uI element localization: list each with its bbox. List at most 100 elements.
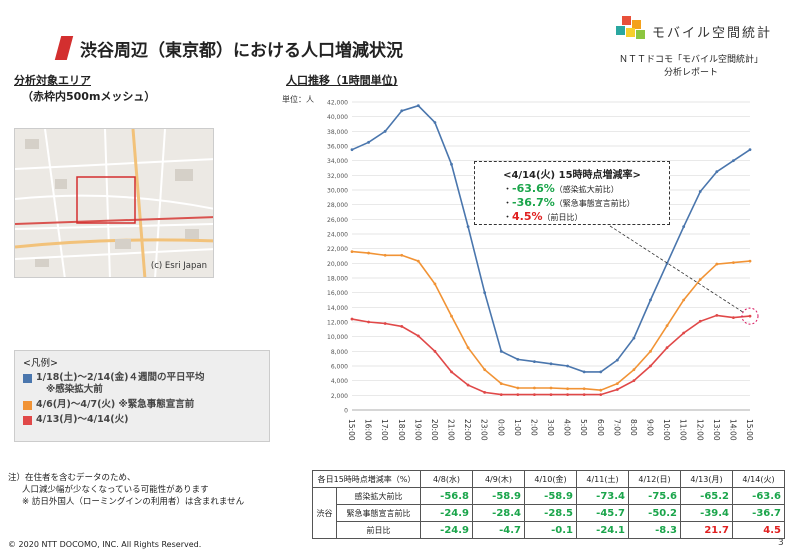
data-point: [549, 386, 553, 390]
table-cell: -24.1: [576, 521, 629, 539]
data-point: [533, 393, 536, 396]
data-point: [649, 364, 652, 368]
table-header-date: 4/11(土): [576, 470, 629, 488]
data-point: [433, 121, 437, 124]
data-point: [549, 393, 553, 396]
y-tick-label: 0: [344, 408, 348, 415]
x-tick-label: 17:00: [380, 419, 389, 441]
data-point: [433, 349, 437, 353]
table-cell: -56.8: [420, 487, 473, 505]
data-point: [748, 259, 752, 263]
data-point: [433, 282, 437, 286]
callout-leader-line: [609, 225, 744, 313]
table-header-date: 4/13(月): [680, 470, 733, 488]
table-cell: -28.4: [472, 504, 525, 522]
source-line-1: ＮＴＴドコモ「モバイル空間統計」: [618, 55, 763, 65]
data-point: [383, 129, 387, 133]
data-point: [566, 364, 569, 368]
data-point: [632, 336, 636, 340]
x-tick-label: 3:00: [546, 419, 555, 436]
data-point: [466, 383, 470, 387]
data-point: [367, 320, 370, 324]
table-cell: -24.9: [420, 504, 473, 522]
data-point: [450, 370, 453, 374]
logo-text: モバイル空間統計: [652, 26, 773, 41]
chart-title: 人口推移（1時間単位): [286, 74, 398, 87]
callout-line: ・4.5%（前日比）: [503, 210, 583, 223]
x-tick-label: 21:00: [447, 419, 456, 441]
y-tick-label: 32,000: [327, 173, 348, 180]
table-cell: 21.7: [680, 521, 733, 539]
callout-value: -63.6%: [512, 182, 555, 195]
area-subtitle: （赤枠内500mメッシュ）: [22, 90, 156, 103]
data-point: [383, 253, 387, 257]
data-point: [466, 225, 470, 229]
data-point: [582, 393, 586, 396]
data-point: [383, 322, 387, 325]
logo-cubes-icon: [616, 16, 645, 39]
table-cell: -58.9: [472, 487, 525, 505]
x-tick-label: 14:00: [728, 419, 737, 441]
x-tick-label: 2:00: [529, 419, 538, 436]
callout-label: （緊急事態宣言前比）: [554, 199, 635, 208]
data-point: [499, 349, 503, 353]
y-tick-label: 14,000: [327, 305, 348, 312]
x-tick-label: 22:00: [463, 419, 472, 441]
table-cell: -73.4: [576, 487, 629, 505]
data-point: [367, 140, 370, 144]
y-tick-label: 10,000: [327, 334, 348, 341]
table-cell: -24.9: [420, 521, 473, 539]
callout-label: （前日比）: [542, 213, 583, 222]
x-tick-label: 5:00: [579, 419, 588, 436]
table-row: 渋谷 感染拡大前比 -56.8 -58.9 -58.9 -73.4 -75.6 …: [312, 487, 785, 539]
x-tick-label: 8:00: [629, 419, 638, 436]
map-graphic: [15, 129, 213, 277]
y-tick-label: 30,000: [327, 188, 348, 195]
data-point: [483, 368, 487, 372]
data-point: [599, 393, 603, 396]
copyright: © 2020 NTT DOCOMO, INC. All Rights Reser…: [8, 540, 202, 549]
data-point: [516, 393, 520, 396]
data-point: [715, 314, 719, 317]
x-tick-label: 13:00: [712, 419, 721, 441]
y-tick-label: 20,000: [327, 261, 348, 268]
legend-label: 4/13(月)～4/14(火): [36, 414, 129, 425]
x-tick-label: 15:00: [745, 419, 754, 441]
table-cell: -4.7: [472, 521, 525, 539]
data-point: [450, 314, 453, 318]
y-tick-label: 36,000: [327, 144, 348, 151]
data-point: [400, 325, 404, 328]
table-cell: -50.2: [628, 504, 681, 522]
table-row-label: 緊急事態宣言前比: [336, 504, 421, 522]
data-point: [715, 170, 719, 174]
y-tick-label: 28,000: [327, 202, 348, 209]
legend-label: 1/18(土)～2/14(金)４週間の平日平均: [36, 372, 205, 383]
data-point: [665, 346, 669, 350]
table-header-date: 4/8(水): [420, 470, 473, 488]
data-point: [533, 386, 536, 390]
data-point: [416, 259, 420, 263]
source-line-2: 分析レポート: [663, 68, 718, 78]
x-tick-label: 12:00: [695, 419, 704, 441]
page-number: 3: [778, 538, 784, 548]
data-point: [698, 278, 702, 281]
y-tick-label: 8,000: [331, 349, 348, 356]
data-point: [450, 162, 453, 166]
data-point: [715, 262, 719, 266]
table-cell: -63.6: [732, 487, 785, 505]
data-point: [732, 159, 735, 163]
table-header-date: 4/12(日): [628, 470, 681, 488]
legend-swatch-orange: [23, 401, 32, 410]
data-point: [400, 253, 404, 257]
table-header-label: 各日15時時点増減率（%）: [312, 470, 421, 488]
data-point: [649, 298, 652, 302]
area-title: 分析対象エリア: [14, 74, 91, 87]
table-cell: -75.6: [628, 487, 681, 505]
data-point: [615, 382, 619, 385]
data-point: [499, 382, 503, 385]
data-point: [748, 314, 752, 318]
data-point: [582, 387, 586, 391]
data-point: [615, 358, 619, 362]
legend-swatch-red: [23, 416, 32, 425]
legend-sublabel: ※感染拡大前: [46, 384, 103, 395]
